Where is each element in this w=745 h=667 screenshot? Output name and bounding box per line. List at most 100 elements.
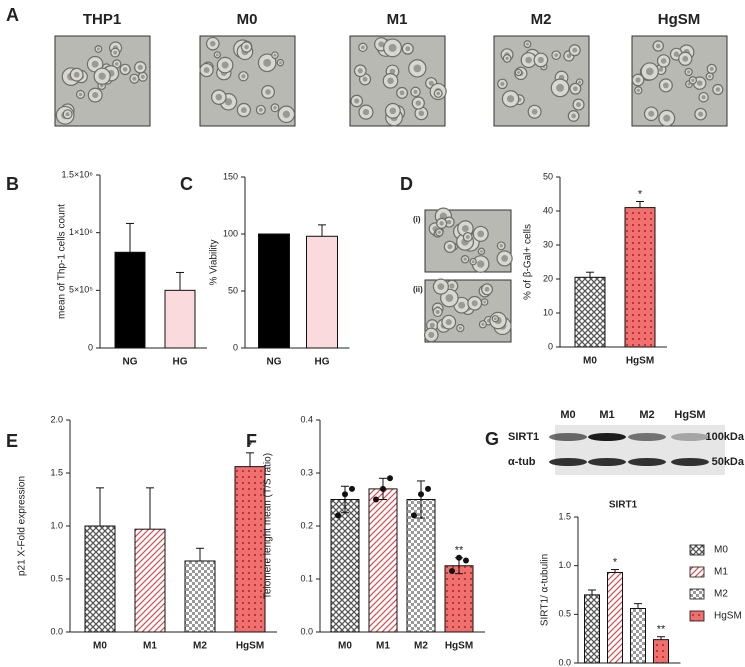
nucleus <box>98 72 106 80</box>
nucleus <box>91 60 99 68</box>
nucleus <box>708 74 712 78</box>
bar <box>330 499 360 633</box>
nucleus <box>506 95 515 103</box>
nucleus <box>445 294 454 302</box>
nucleus <box>92 92 99 99</box>
nucleus <box>449 283 455 289</box>
image-label: M0 <box>237 11 258 28</box>
y-tick-label: 1.5×10⁶ <box>62 169 94 179</box>
nucleus <box>387 77 394 85</box>
image-label: (ii) <box>413 285 423 294</box>
nucleus <box>78 92 83 97</box>
blot-row-label: SIRT1 <box>508 431 539 443</box>
legend-label: M0 <box>714 545 728 556</box>
x-tick-label: M2 <box>414 641 428 652</box>
x-tick-label: M0 <box>338 641 352 652</box>
nucleus <box>221 61 229 69</box>
legend-label: M2 <box>714 589 728 600</box>
bar <box>607 571 623 664</box>
nucleus <box>389 68 396 75</box>
nucleus <box>687 82 691 86</box>
blot-band <box>628 433 666 441</box>
image-label: M1 <box>387 11 408 28</box>
nucleus <box>282 110 291 118</box>
nucleus <box>203 67 210 73</box>
blot-band <box>549 458 587 466</box>
y-tick-label: 0.0 <box>50 626 63 636</box>
blot-band <box>549 433 587 441</box>
x-tick-label: M2 <box>193 641 207 652</box>
lane-label: M2 <box>639 409 654 421</box>
bar <box>574 276 606 348</box>
nucleus <box>645 67 654 76</box>
nucleus <box>663 114 671 122</box>
nucleus <box>413 89 418 94</box>
y-tick-label: 1×10⁶ <box>69 227 93 237</box>
nucleus <box>566 53 572 59</box>
micrograph <box>199 35 296 127</box>
nucleus <box>399 90 405 96</box>
nucleus <box>715 87 721 92</box>
y-tick-label: 150 <box>223 171 238 181</box>
x-tick-label: M1 <box>143 641 157 652</box>
significance-label: ** <box>657 624 666 636</box>
nucleus <box>224 98 233 106</box>
nucleus <box>696 80 703 86</box>
y-axis-label: SIRT1/ α-tubulin <box>540 554 551 626</box>
bar <box>184 560 216 633</box>
nucleus <box>698 111 704 117</box>
nucleus <box>428 331 435 338</box>
nucleus <box>655 43 661 49</box>
nucleus <box>439 221 444 226</box>
nucleus <box>362 108 370 116</box>
y-tick-label: 0.1 <box>300 573 313 583</box>
y-tick-label: 0.2 <box>300 520 313 530</box>
data-point <box>411 512 417 519</box>
nucleus <box>484 286 490 292</box>
nucleus <box>635 77 641 83</box>
data-point <box>418 491 424 498</box>
data-point <box>463 557 469 564</box>
nucleus <box>481 322 485 326</box>
nucleus <box>446 219 452 225</box>
nucleus <box>477 230 485 238</box>
y-tick-label: 0.3 <box>300 467 313 477</box>
x-tick-label: HgSM <box>626 356 654 367</box>
nucleus <box>660 58 667 64</box>
panel-letter: F <box>246 431 257 451</box>
nucleus <box>273 53 277 57</box>
nucleus <box>436 91 440 96</box>
y-tick-label: 1.5 <box>558 511 571 521</box>
nucleus <box>445 319 452 326</box>
bar <box>584 594 600 664</box>
bar <box>406 499 436 633</box>
blot-band <box>588 458 626 466</box>
y-tick-label: 0.5 <box>558 609 571 619</box>
micrograph <box>493 35 590 127</box>
y-axis-label: % Viability <box>209 240 220 286</box>
nucleus <box>240 107 247 113</box>
nucleus <box>273 106 277 110</box>
nucleus <box>476 260 485 268</box>
nucleus <box>499 244 503 248</box>
nucleus <box>100 84 104 88</box>
nucleus <box>122 67 128 72</box>
image-label: THP1 <box>83 11 121 28</box>
bar <box>258 233 290 349</box>
panel-letter: E <box>6 431 18 451</box>
blot-band <box>588 433 626 441</box>
lane-label: HgSM <box>674 409 705 421</box>
nucleus <box>648 110 655 117</box>
significance-label: ** <box>455 545 464 557</box>
nucleus <box>458 326 462 330</box>
nucleus <box>215 93 223 101</box>
nucleus <box>447 244 453 250</box>
x-tick-label: M1 <box>376 641 390 652</box>
data-point <box>380 485 386 492</box>
nucleus <box>461 225 469 233</box>
x-tick-label: M0 <box>583 356 597 367</box>
panel-letter: C <box>180 174 193 194</box>
bar <box>84 525 116 633</box>
data-point <box>335 512 341 519</box>
significance-label: * <box>638 188 643 200</box>
